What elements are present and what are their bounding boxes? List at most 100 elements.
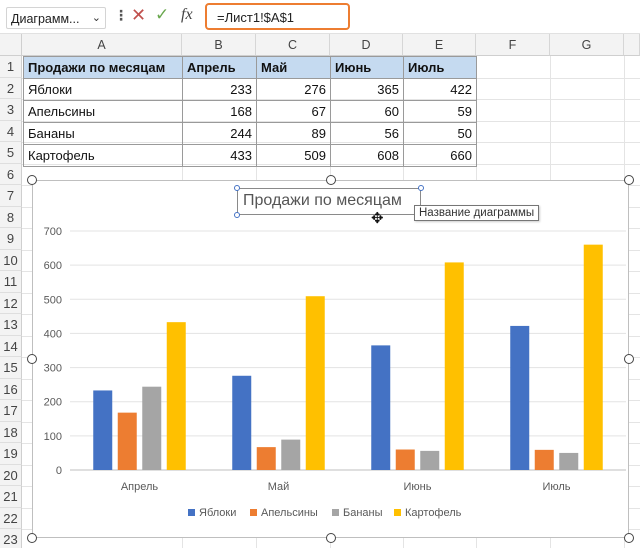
row-header[interactable]: 2 (0, 77, 22, 99)
row-header[interactable]: 1 (0, 56, 22, 78)
table-cell[interactable]: Июль (403, 56, 477, 79)
enter-check-icon[interactable]: ✓ (155, 5, 170, 24)
name-box[interactable]: Диаграмм... ⌄ (6, 7, 106, 29)
bar (117, 412, 137, 470)
bar (281, 439, 301, 470)
y-tick-label: 700 (44, 226, 62, 238)
title-handle[interactable] (234, 212, 240, 218)
column-header-c[interactable]: C (256, 34, 330, 56)
x-tick-label: Май (268, 481, 290, 493)
table-cell[interactable]: 233 (182, 78, 257, 101)
table-cell[interactable]: 60 (330, 100, 404, 123)
title-handle[interactable] (418, 185, 424, 191)
resize-handle-top-left[interactable] (27, 175, 37, 185)
row-header[interactable]: 20 (0, 464, 22, 486)
resize-handle-left[interactable] (27, 354, 37, 364)
column-header-d[interactable]: D (330, 34, 403, 56)
formula-bar: Диаграмм... ⌄ ⋮ ✕ ✓ fx =Лист1!$A$1 (0, 0, 640, 34)
bar (559, 452, 579, 470)
resize-handle-bottom-left[interactable] (27, 533, 37, 543)
row-header[interactable]: 17 (0, 400, 22, 422)
table-cell[interactable]: 276 (256, 78, 331, 101)
table-cell[interactable]: 244 (182, 122, 257, 145)
x-tick-label: Июнь (404, 481, 432, 493)
row-header[interactable]: 8 (0, 206, 22, 228)
table-cell[interactable]: 89 (256, 122, 331, 145)
row-header[interactable]: 10 (0, 249, 22, 271)
row-header[interactable]: 16 (0, 378, 22, 400)
column-header-e[interactable]: E (403, 34, 476, 56)
table-cell[interactable]: 660 (403, 144, 477, 167)
legend-swatch (332, 509, 339, 516)
column-header-a[interactable]: A (22, 34, 182, 56)
table-cell[interactable]: Яблоки (23, 78, 183, 101)
resize-handle-right[interactable] (624, 354, 634, 364)
row-header[interactable]: 23 (0, 529, 22, 548)
row-header[interactable]: 21 (0, 486, 22, 508)
table-cell[interactable]: 509 (256, 144, 331, 167)
bar (510, 325, 530, 470)
row-header[interactable]: 12 (0, 292, 22, 314)
bar (232, 375, 252, 470)
legend-swatch (188, 509, 195, 516)
row-header[interactable]: 14 (0, 335, 22, 357)
insert-function-icon[interactable]: fx (181, 6, 193, 23)
bar (305, 296, 325, 470)
table-cell[interactable]: 50 (403, 122, 477, 145)
row-header[interactable]: 22 (0, 507, 22, 529)
row-header[interactable]: 7 (0, 185, 22, 207)
row-header[interactable]: 4 (0, 120, 22, 142)
row-header[interactable]: 18 (0, 421, 22, 443)
legend-label: Бананы (343, 507, 383, 519)
table-row: Апельсины 168 67 60 59 (23, 100, 477, 123)
title-handle[interactable] (234, 185, 240, 191)
legend-label: Картофель (405, 507, 462, 519)
column-chart[interactable]: 0 100 200 300 400 500 600 700 Апрель Май Июнь Июль Я… (32, 180, 629, 538)
table-cell[interactable]: Май (256, 56, 331, 79)
table-cell[interactable]: 365 (330, 78, 404, 101)
column-header-partial[interactable] (624, 34, 640, 56)
table-row: Картофель 433 509 608 660 (23, 144, 477, 167)
row-header[interactable]: 11 (0, 271, 22, 293)
chevron-down-icon[interactable]: ⌄ (91, 12, 101, 24)
cancel-icon[interactable]: ✕ (131, 5, 147, 25)
row-header[interactable]: 13 (0, 314, 22, 336)
x-tick-label: Апрель (121, 481, 159, 493)
bar (444, 262, 464, 470)
resize-handle-bottom-right[interactable] (624, 533, 634, 543)
row-header[interactable]: 9 (0, 228, 22, 250)
table-cell[interactable]: Продажи по месяцам (23, 56, 183, 79)
row-header[interactable]: 6 (0, 163, 22, 185)
more-options-icon[interactable]: ⋮ (114, 7, 128, 23)
x-tick-label: Июль (542, 481, 570, 493)
resize-handle-top-right[interactable] (624, 175, 634, 185)
column-header-b[interactable]: B (182, 34, 256, 56)
resize-handle-bottom[interactable] (326, 533, 336, 543)
row-header[interactable]: 15 (0, 357, 22, 379)
bar (166, 322, 186, 470)
chart-area[interactable] (32, 180, 629, 538)
table-cell[interactable]: Картофель (23, 144, 183, 167)
chart-title-box[interactable]: Продажи по месяцам (237, 188, 421, 215)
resize-handle-top[interactable] (326, 175, 336, 185)
row-header[interactable]: 5 (0, 142, 22, 164)
column-header-g[interactable]: G (550, 34, 624, 56)
chart-tooltip: Название диаграммы (414, 205, 540, 221)
row-header[interactable]: 3 (0, 99, 22, 121)
table-cell[interactable]: 422 (403, 78, 477, 101)
table-cell[interactable]: 59 (403, 100, 477, 123)
table-cell[interactable]: 56 (330, 122, 404, 145)
table-cell[interactable]: 67 (256, 100, 331, 123)
column-header-f[interactable]: F (476, 34, 550, 56)
table-cell[interactable]: Апельсины (23, 100, 183, 123)
formula-input[interactable]: =Лист1!$A$1 (205, 3, 350, 30)
table-cell[interactable]: Апрель (182, 56, 257, 79)
table-cell[interactable]: 608 (330, 144, 404, 167)
select-all-corner[interactable] (0, 34, 22, 56)
bar (534, 449, 554, 470)
table-cell[interactable]: Июнь (330, 56, 404, 79)
table-cell[interactable]: 168 (182, 100, 257, 123)
table-cell[interactable]: Бананы (23, 122, 183, 145)
row-header[interactable]: 19 (0, 443, 22, 465)
table-cell[interactable]: 433 (182, 144, 257, 167)
